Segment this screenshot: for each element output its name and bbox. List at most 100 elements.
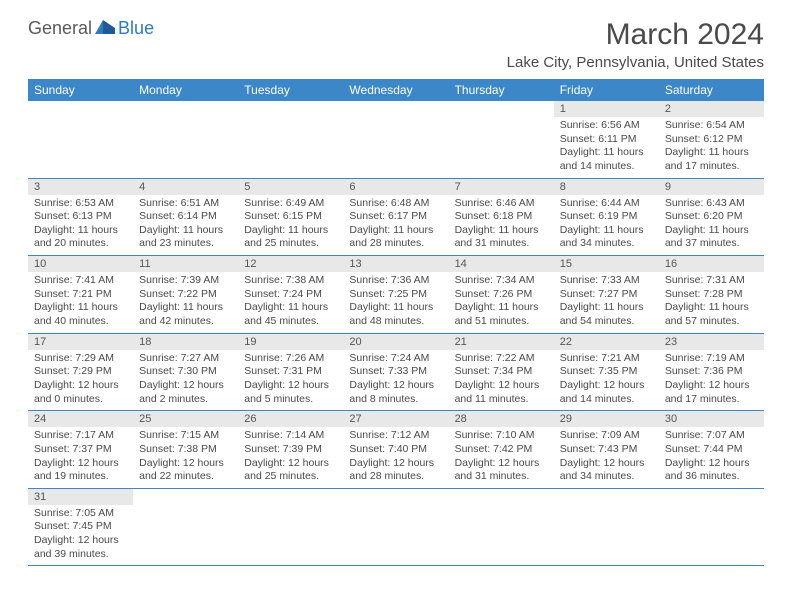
day-of-week-header: Saturday [659, 79, 764, 101]
day-detail: Sunrise: 7:10 AMSunset: 7:42 PMDaylight:… [449, 427, 554, 488]
day-detail: Sunrise: 6:48 AMSunset: 6:17 PMDaylight:… [343, 195, 448, 256]
calendar-cell: 24Sunrise: 7:17 AMSunset: 7:37 PMDayligh… [28, 411, 133, 489]
calendar-cell: 30Sunrise: 7:07 AMSunset: 7:44 PMDayligh… [659, 411, 764, 489]
day-detail: Sunrise: 6:46 AMSunset: 6:18 PMDaylight:… [449, 195, 554, 256]
day-number: 26 [238, 411, 343, 427]
day-number: 31 [28, 489, 133, 505]
calendar-cell: 4Sunrise: 6:51 AMSunset: 6:14 PMDaylight… [133, 178, 238, 256]
day-number: 11 [133, 256, 238, 272]
day-number: 20 [343, 334, 448, 350]
calendar-cell: 28Sunrise: 7:10 AMSunset: 7:42 PMDayligh… [449, 411, 554, 489]
day-number: 13 [343, 256, 448, 272]
calendar-cell: 23Sunrise: 7:19 AMSunset: 7:36 PMDayligh… [659, 333, 764, 411]
brand-word1: General [28, 18, 92, 39]
day-detail: Sunrise: 7:17 AMSunset: 7:37 PMDaylight:… [28, 427, 133, 488]
calendar-cell: 19Sunrise: 7:26 AMSunset: 7:31 PMDayligh… [238, 333, 343, 411]
day-detail: Sunrise: 7:05 AMSunset: 7:45 PMDaylight:… [28, 505, 133, 566]
calendar-cell: 17Sunrise: 7:29 AMSunset: 7:29 PMDayligh… [28, 333, 133, 411]
calendar-cell [659, 488, 764, 566]
day-number: 16 [659, 256, 764, 272]
calendar-cell [343, 488, 448, 566]
calendar-cell: 21Sunrise: 7:22 AMSunset: 7:34 PMDayligh… [449, 333, 554, 411]
day-number: 22 [554, 334, 659, 350]
calendar-cell: 7Sunrise: 6:46 AMSunset: 6:18 PMDaylight… [449, 178, 554, 256]
calendar-cell: 16Sunrise: 7:31 AMSunset: 7:28 PMDayligh… [659, 256, 764, 334]
day-number: 19 [238, 334, 343, 350]
day-number: 14 [449, 256, 554, 272]
calendar-cell [28, 101, 133, 178]
day-detail: Sunrise: 7:31 AMSunset: 7:28 PMDaylight:… [659, 272, 764, 333]
day-number: 1 [554, 101, 659, 117]
day-detail: Sunrise: 7:27 AMSunset: 7:30 PMDaylight:… [133, 350, 238, 411]
calendar-cell [343, 101, 448, 178]
calendar-cell [238, 101, 343, 178]
day-number: 8 [554, 179, 659, 195]
day-of-week-header: Thursday [449, 79, 554, 101]
calendar-cell: 1Sunrise: 6:56 AMSunset: 6:11 PMDaylight… [554, 101, 659, 178]
day-detail: Sunrise: 7:21 AMSunset: 7:35 PMDaylight:… [554, 350, 659, 411]
calendar-table: SundayMondayTuesdayWednesdayThursdayFrid… [28, 79, 764, 566]
day-detail: Sunrise: 7:41 AMSunset: 7:21 PMDaylight:… [28, 272, 133, 333]
calendar-cell: 10Sunrise: 7:41 AMSunset: 7:21 PMDayligh… [28, 256, 133, 334]
day-number: 4 [133, 179, 238, 195]
day-detail: Sunrise: 7:34 AMSunset: 7:26 PMDaylight:… [449, 272, 554, 333]
day-number: 6 [343, 179, 448, 195]
day-detail: Sunrise: 7:39 AMSunset: 7:22 PMDaylight:… [133, 272, 238, 333]
day-detail: Sunrise: 7:33 AMSunset: 7:27 PMDaylight:… [554, 272, 659, 333]
day-detail: Sunrise: 6:54 AMSunset: 6:12 PMDaylight:… [659, 117, 764, 178]
calendar-cell: 29Sunrise: 7:09 AMSunset: 7:43 PMDayligh… [554, 411, 659, 489]
day-number: 29 [554, 411, 659, 427]
brand-word2: Blue [118, 18, 154, 39]
day-detail: Sunrise: 7:19 AMSunset: 7:36 PMDaylight:… [659, 350, 764, 411]
calendar-cell [133, 488, 238, 566]
day-number: 3 [28, 179, 133, 195]
day-of-week-header: Monday [133, 79, 238, 101]
calendar-cell: 5Sunrise: 6:49 AMSunset: 6:15 PMDaylight… [238, 178, 343, 256]
day-detail: Sunrise: 7:12 AMSunset: 7:40 PMDaylight:… [343, 427, 448, 488]
brand-logo: General Blue [28, 18, 154, 39]
day-detail: Sunrise: 6:51 AMSunset: 6:14 PMDaylight:… [133, 195, 238, 256]
day-of-week-header: Wednesday [343, 79, 448, 101]
day-number: 21 [449, 334, 554, 350]
calendar-cell: 27Sunrise: 7:12 AMSunset: 7:40 PMDayligh… [343, 411, 448, 489]
calendar-cell [238, 488, 343, 566]
day-detail: Sunrise: 7:09 AMSunset: 7:43 PMDaylight:… [554, 427, 659, 488]
day-detail: Sunrise: 6:56 AMSunset: 6:11 PMDaylight:… [554, 117, 659, 178]
day-number: 9 [659, 179, 764, 195]
day-of-week-header: Tuesday [238, 79, 343, 101]
day-detail: Sunrise: 7:07 AMSunset: 7:44 PMDaylight:… [659, 427, 764, 488]
location: Lake City, Pennsylvania, United States [507, 54, 764, 71]
calendar-cell: 9Sunrise: 6:43 AMSunset: 6:20 PMDaylight… [659, 178, 764, 256]
day-detail: Sunrise: 6:43 AMSunset: 6:20 PMDaylight:… [659, 195, 764, 256]
calendar-cell [133, 101, 238, 178]
day-number: 10 [28, 256, 133, 272]
calendar-cell: 18Sunrise: 7:27 AMSunset: 7:30 PMDayligh… [133, 333, 238, 411]
day-detail: Sunrise: 6:53 AMSunset: 6:13 PMDaylight:… [28, 195, 133, 256]
day-number: 2 [659, 101, 764, 117]
calendar-cell: 3Sunrise: 6:53 AMSunset: 6:13 PMDaylight… [28, 178, 133, 256]
day-number: 24 [28, 411, 133, 427]
day-number: 27 [343, 411, 448, 427]
logo-icon [95, 18, 117, 39]
day-number: 25 [133, 411, 238, 427]
day-detail: Sunrise: 7:24 AMSunset: 7:33 PMDaylight:… [343, 350, 448, 411]
day-detail: Sunrise: 7:14 AMSunset: 7:39 PMDaylight:… [238, 427, 343, 488]
calendar-cell: 8Sunrise: 6:44 AMSunset: 6:19 PMDaylight… [554, 178, 659, 256]
day-detail: Sunrise: 7:26 AMSunset: 7:31 PMDaylight:… [238, 350, 343, 411]
day-detail: Sunrise: 6:49 AMSunset: 6:15 PMDaylight:… [238, 195, 343, 256]
day-number: 30 [659, 411, 764, 427]
calendar-cell: 13Sunrise: 7:36 AMSunset: 7:25 PMDayligh… [343, 256, 448, 334]
day-detail: Sunrise: 7:38 AMSunset: 7:24 PMDaylight:… [238, 272, 343, 333]
day-number: 7 [449, 179, 554, 195]
calendar-cell: 22Sunrise: 7:21 AMSunset: 7:35 PMDayligh… [554, 333, 659, 411]
day-detail: Sunrise: 7:36 AMSunset: 7:25 PMDaylight:… [343, 272, 448, 333]
calendar-cell [449, 101, 554, 178]
day-number: 23 [659, 334, 764, 350]
calendar-cell [554, 488, 659, 566]
day-detail: Sunrise: 7:29 AMSunset: 7:29 PMDaylight:… [28, 350, 133, 411]
day-number: 12 [238, 256, 343, 272]
day-number: 5 [238, 179, 343, 195]
calendar-cell: 15Sunrise: 7:33 AMSunset: 7:27 PMDayligh… [554, 256, 659, 334]
calendar-cell [449, 488, 554, 566]
day-number: 15 [554, 256, 659, 272]
